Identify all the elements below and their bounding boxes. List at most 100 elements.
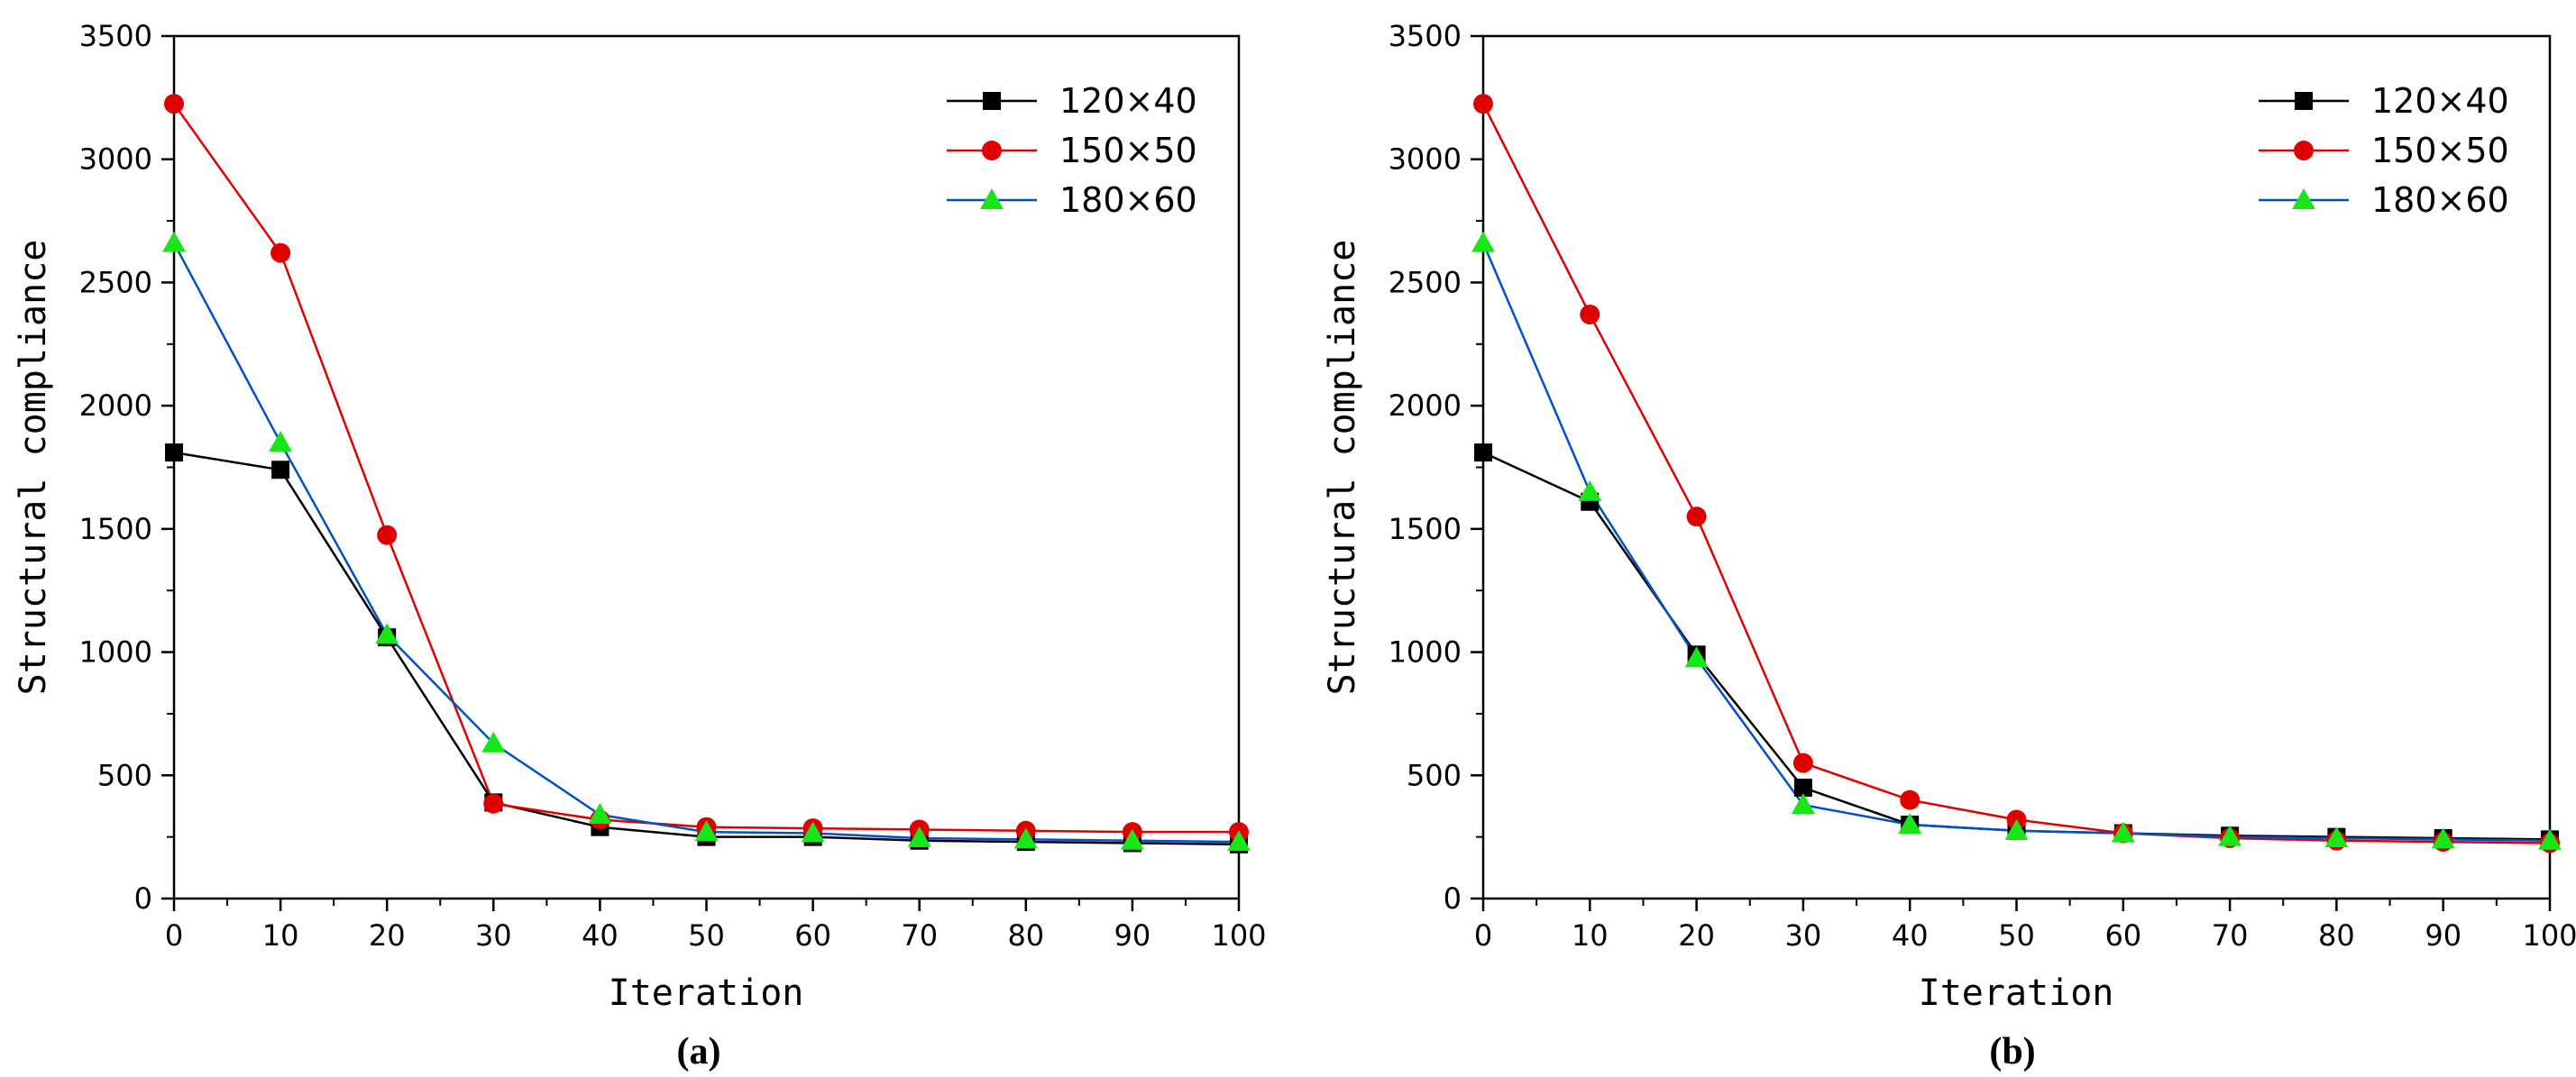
x-tick-label: 100 (2522, 918, 2576, 953)
x-tick-label: 30 (475, 918, 512, 953)
data-point-circle (1792, 753, 1813, 773)
data-point-triangle (1578, 479, 1602, 501)
x-tick-label: 100 (1211, 918, 1266, 953)
x-tick-label: 70 (2212, 918, 2249, 953)
x-tick-label: 50 (688, 918, 725, 953)
y-tick-label: 2000 (1389, 388, 1462, 423)
x-tick-label: 40 (582, 918, 619, 953)
data-point-triangle (269, 431, 293, 452)
y-tick-label: 3500 (1389, 19, 1462, 53)
series-line-triangle (1481, 242, 2551, 842)
data-point-square (165, 443, 183, 462)
data-point-circle (377, 525, 398, 545)
series-line-square (1482, 451, 2551, 841)
data-point-circle (1900, 789, 1921, 810)
x-tick-label: 0 (1474, 918, 1492, 953)
data-point-circle (1473, 94, 1493, 114)
legend-marker-circle (982, 141, 1002, 160)
data-point-circle (483, 793, 504, 814)
series-line-square (173, 451, 1240, 846)
data-point-triangle (1471, 231, 1495, 252)
data-point-triangle (2004, 818, 2029, 840)
data-point-circle (164, 94, 184, 114)
y-tick-label: 2500 (79, 265, 152, 299)
y-axis-title: Structural compliance (1322, 240, 1363, 696)
y-tick-label: 1500 (1389, 512, 1462, 546)
x-axis-title: Iteration (1919, 972, 2114, 1014)
x-tick-label: 90 (2425, 918, 2461, 953)
data-point-triangle (2324, 826, 2349, 848)
legend-label: 150×50 (2371, 131, 2509, 170)
data-point-square (271, 461, 290, 479)
data-point-triangle (801, 821, 825, 843)
y-tick-label: 3000 (1389, 142, 1462, 177)
legend-marker-triangle (2292, 188, 2315, 209)
y-axis-title: Structural compliance (13, 240, 54, 696)
data-point-triangle (481, 731, 506, 753)
data-point-triangle (162, 231, 186, 252)
data-point-square (1474, 443, 1492, 462)
y-tick-label: 1000 (79, 635, 152, 670)
legend-label: 120×40 (2371, 81, 2509, 121)
data-point-triangle (907, 826, 931, 848)
x-tick-label: 0 (165, 918, 183, 953)
data-point-circle (1686, 507, 1707, 527)
legend-label: 120×40 (1059, 81, 1197, 121)
x-tick-label: 10 (1572, 918, 1609, 953)
legend: 120×40 150×50 180×60 (947, 81, 1197, 220)
legend-marker-circle (2294, 141, 2314, 160)
x-tick-label: 50 (1998, 918, 2035, 953)
panel-label: (a) (677, 1031, 721, 1072)
data-point-square (1793, 778, 1812, 797)
series-line-triangle (172, 242, 1240, 844)
legend-label: 150×50 (1059, 131, 1197, 170)
chart-panel-a: 0 10 20 30 40 50 60 70 80 90 100050010001500200025… (13, 19, 1267, 1072)
legend-label: 180×60 (2371, 180, 2509, 220)
data-point-triangle (1013, 827, 1038, 849)
legend-marker-triangle (980, 188, 1004, 209)
y-tick-label: 500 (1407, 758, 1462, 792)
legend-marker-square (983, 92, 1001, 110)
data-point-triangle (1898, 812, 1922, 834)
panel-label: (b) (1989, 1031, 2035, 1072)
y-tick-label: 3500 (79, 19, 152, 53)
x-tick-label: 60 (794, 918, 831, 953)
data-point-triangle (1120, 828, 1144, 850)
x-tick-label: 70 (901, 918, 938, 953)
x-tick-label: 40 (1892, 918, 1929, 953)
data-point-triangle (2538, 828, 2562, 850)
data-point-circle (270, 242, 291, 263)
data-point-triangle (2111, 821, 2135, 843)
data-point-triangle (694, 820, 719, 842)
data-point-circle (1580, 304, 1600, 324)
y-tick-label: 2000 (79, 388, 152, 423)
data-point-triangle (1227, 830, 1251, 852)
x-tick-label: 10 (262, 918, 299, 953)
x-tick-label: 80 (1007, 918, 1044, 953)
x-tick-label: 80 (2318, 918, 2355, 953)
data-point-triangle (1684, 646, 1709, 668)
y-tick-label: 1000 (1389, 635, 1462, 670)
data-point-triangle (2218, 825, 2242, 846)
y-tick-label: 1500 (79, 512, 152, 546)
x-axis-title: Iteration (609, 972, 804, 1014)
x-tick-label: 90 (1114, 918, 1151, 953)
y-tick-label: 0 (134, 881, 152, 916)
legend-marker-square (2295, 92, 2313, 110)
y-tick-label: 500 (97, 758, 152, 792)
x-tick-label: 20 (369, 918, 406, 953)
data-point-triangle (375, 623, 399, 644)
data-point-triangle (2431, 827, 2455, 849)
y-tick-label: 0 (1444, 881, 1462, 916)
x-tick-label: 30 (1785, 918, 1822, 953)
y-tick-label: 2500 (1389, 265, 1462, 299)
y-tick-label: 3000 (79, 142, 152, 177)
data-point-triangle (588, 803, 612, 825)
x-tick-label: 20 (1678, 918, 1715, 953)
x-tick-label: 60 (2104, 918, 2141, 953)
chart-panel-b: 0 10 20 30 40 50 60 70 80 90 100050010001500200025… (1322, 19, 2576, 1072)
data-point-triangle (1791, 793, 1815, 815)
legend: 120×40 150×50 180×60 (2259, 81, 2509, 220)
legend-label: 180×60 (1059, 180, 1197, 220)
